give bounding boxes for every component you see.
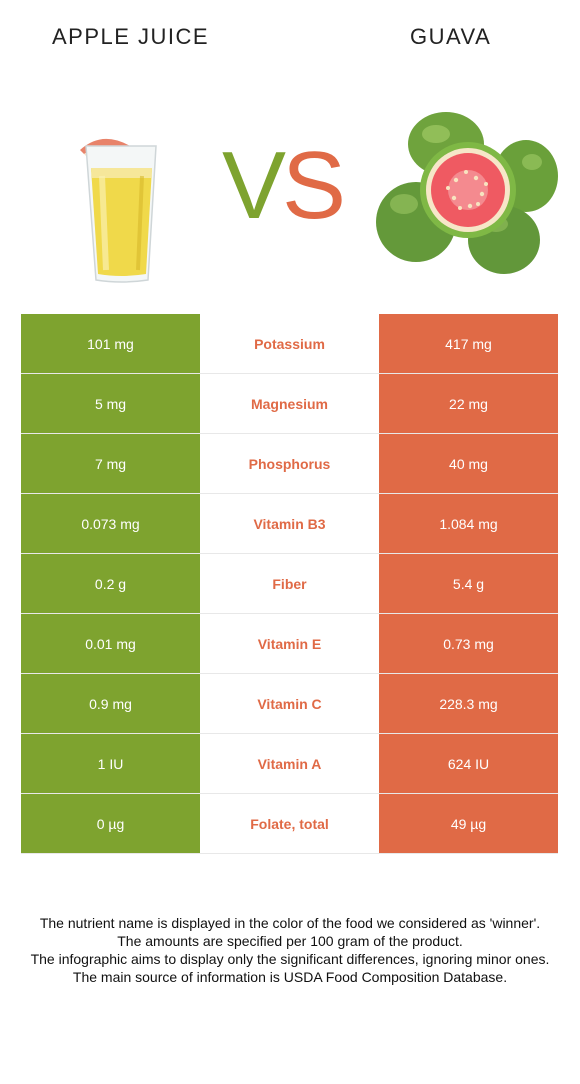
left-value: 7 mg <box>21 433 200 494</box>
right-value: 0.73 mg <box>379 613 558 674</box>
table-row: 0.073 mg Vitamin B3 1.084 mg <box>21 493 558 554</box>
left-value: 5 mg <box>21 373 200 434</box>
nutrient-name: Magnesium <box>200 373 379 434</box>
right-food-title: GUAVA <box>410 24 492 49</box>
footer-line-1: The nutrient name is displayed in the co… <box>39 915 541 931</box>
left-value: 0 µg <box>21 793 200 854</box>
nutrient-name: Vitamin E <box>200 613 379 674</box>
nutrient-name: Vitamin B3 <box>200 493 379 554</box>
left-value: 0.2 g <box>21 553 200 614</box>
right-value: 417 mg <box>379 314 558 374</box>
table-row: 1 IU Vitamin A 624 IU <box>21 733 558 794</box>
left-value: 0.01 mg <box>21 613 200 674</box>
left-value: 101 mg <box>21 314 200 374</box>
nutrient-name: Potassium <box>200 314 379 374</box>
table-row: 0.2 g Fiber 5.4 g <box>21 553 558 614</box>
nutrient-name: Vitamin C <box>200 673 379 734</box>
left-value: 0.073 mg <box>21 493 200 554</box>
left-value: 1 IU <box>21 733 200 794</box>
right-value: 1.084 mg <box>379 493 558 554</box>
comparison-table: 101 mg Potassium 417 mg 5 mg Magnesium 22 mg 7… <box>21 314 558 854</box>
left-value: 0.9 mg <box>21 673 200 734</box>
table-row: 7 mg Phosphorus 40 mg <box>21 433 558 494</box>
footer-line-3: The infographic aims to display only the… <box>30 951 550 967</box>
table-row: 0 µg Folate, total 49 µg <box>21 793 558 854</box>
right-value: 624 IU <box>379 733 558 794</box>
nutrient-name: Vitamin A <box>200 733 379 794</box>
right-value: 5.4 g <box>379 553 558 614</box>
right-value: 49 µg <box>379 793 558 854</box>
table-row: 5 mg Magnesium 22 mg <box>21 373 558 434</box>
left-food-title: APPLE JUICE <box>52 24 210 49</box>
right-value: 228.3 mg <box>379 673 558 734</box>
apple-juice-image <box>80 138 157 283</box>
table-row: 0.01 mg Vitamin E 0.73 mg <box>21 613 558 674</box>
table-row: 101 mg Potassium 417 mg <box>21 314 558 374</box>
vs-s: S <box>282 132 346 239</box>
footer-notes: The nutrient name is displayed in the co… <box>20 914 560 986</box>
right-value: 40 mg <box>379 433 558 494</box>
vs-label: VS <box>222 138 346 234</box>
vs-v: V <box>222 132 286 239</box>
footer-line-2: The amounts are specified per 100 gram o… <box>117 933 463 949</box>
footer-line-4: The main source of information is USDA F… <box>72 969 508 985</box>
nutrient-name: Fiber <box>200 553 379 614</box>
nutrient-name: Folate, total <box>200 793 379 854</box>
nutrient-name: Phosphorus <box>200 433 379 494</box>
right-value: 22 mg <box>379 373 558 434</box>
guava-image <box>376 112 558 274</box>
table-row: 0.9 mg Vitamin C 228.3 mg <box>21 673 558 734</box>
